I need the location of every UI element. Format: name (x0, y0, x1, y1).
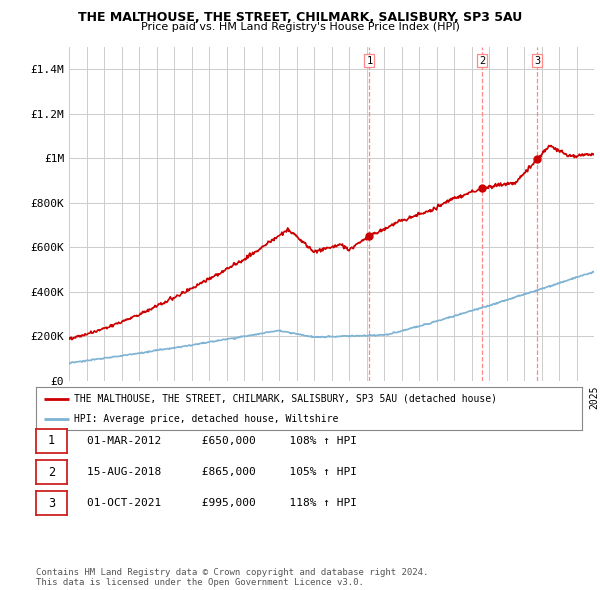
Text: 01-MAR-2012      £650,000     108% ↑ HPI: 01-MAR-2012 £650,000 108% ↑ HPI (87, 436, 357, 445)
Text: 3: 3 (48, 497, 55, 510)
Text: 15-AUG-2018      £865,000     105% ↑ HPI: 15-AUG-2018 £865,000 105% ↑ HPI (87, 467, 357, 477)
Text: THE MALTHOUSE, THE STREET, CHILMARK, SALISBURY, SP3 5AU: THE MALTHOUSE, THE STREET, CHILMARK, SAL… (78, 11, 522, 24)
Text: Contains HM Land Registry data © Crown copyright and database right 2024.
This d: Contains HM Land Registry data © Crown c… (36, 568, 428, 587)
Text: HPI: Average price, detached house, Wiltshire: HPI: Average price, detached house, Wilt… (74, 414, 338, 424)
Text: 01-OCT-2021      £995,000     118% ↑ HPI: 01-OCT-2021 £995,000 118% ↑ HPI (87, 499, 357, 508)
Text: 1: 1 (367, 55, 373, 65)
Text: Price paid vs. HM Land Registry's House Price Index (HPI): Price paid vs. HM Land Registry's House … (140, 22, 460, 32)
Text: 3: 3 (534, 55, 540, 65)
Text: 2: 2 (48, 466, 55, 478)
Text: 1: 1 (48, 434, 55, 447)
Text: THE MALTHOUSE, THE STREET, CHILMARK, SALISBURY, SP3 5AU (detached house): THE MALTHOUSE, THE STREET, CHILMARK, SAL… (74, 394, 497, 404)
Text: 2: 2 (479, 55, 485, 65)
